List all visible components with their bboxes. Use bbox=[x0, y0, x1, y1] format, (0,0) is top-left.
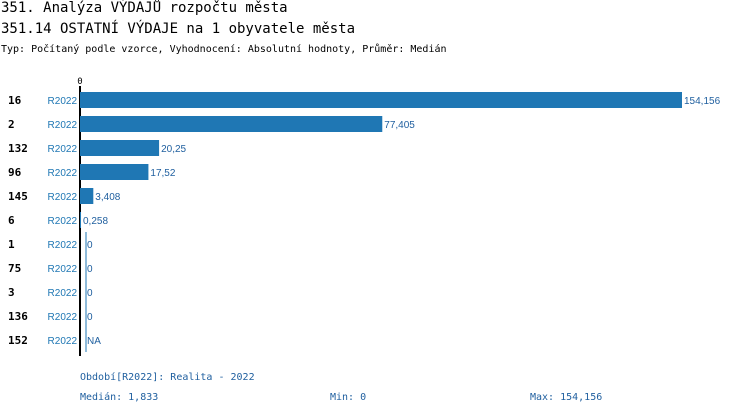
data-label: 17,52 bbox=[150, 168, 175, 179]
category-label: 1 bbox=[8, 238, 15, 251]
bar bbox=[80, 188, 94, 204]
data-label: 0 bbox=[87, 288, 93, 299]
category-label: 16 bbox=[8, 94, 22, 107]
bar bbox=[80, 140, 160, 156]
footer-period: Období[R2022]: Realita - 2022 bbox=[80, 372, 255, 383]
period-label: R2022 bbox=[48, 120, 78, 131]
period-label: R2022 bbox=[48, 240, 78, 251]
bar bbox=[80, 92, 682, 108]
period-label: R2022 bbox=[48, 168, 78, 179]
footer-min: Min: 0 bbox=[330, 392, 367, 403]
period-label: R2022 bbox=[48, 264, 78, 275]
period-label: R2022 bbox=[48, 96, 78, 107]
category-label: 152 bbox=[8, 334, 28, 347]
period-label: R2022 bbox=[48, 216, 78, 227]
category-label: 3 bbox=[8, 286, 15, 299]
data-label: 0 bbox=[87, 264, 93, 275]
data-label: 154,156 bbox=[684, 96, 721, 107]
period-label: R2022 bbox=[48, 312, 78, 323]
period-label: R2022 bbox=[48, 336, 78, 347]
footer-median: Medián: 1,833 bbox=[80, 392, 159, 403]
type-description: Typ: Počítaný podle vzorce, Vyhodnocení:… bbox=[1, 44, 447, 55]
category-label: 145 bbox=[8, 190, 28, 203]
category-label: 132 bbox=[8, 142, 28, 155]
footer-max: Max: 154,156 bbox=[530, 392, 603, 403]
period-label: R2022 bbox=[48, 144, 78, 155]
category-label: 6 bbox=[8, 214, 15, 227]
data-label: 3,408 bbox=[95, 192, 120, 203]
chart-subtitle: 351.14 OSTATNÍ VÝDAJE na 1 obyvatele měs… bbox=[1, 21, 356, 37]
bar bbox=[80, 116, 383, 132]
data-label: 0 bbox=[87, 312, 93, 323]
category-label: 75 bbox=[8, 262, 21, 275]
data-label: 20,25 bbox=[161, 144, 186, 155]
period-label: R2022 bbox=[48, 288, 78, 299]
data-label: 0 bbox=[87, 240, 93, 251]
page-title: 351. Analýza VÝDAJŮ rozpočtu města bbox=[1, 0, 288, 16]
category-label: 96 bbox=[8, 166, 22, 179]
data-label: 77,405 bbox=[384, 120, 415, 131]
x-axis-zero-label: 0 bbox=[77, 77, 82, 87]
data-label: NA bbox=[87, 336, 101, 347]
category-label: 136 bbox=[8, 310, 28, 323]
bar bbox=[80, 212, 82, 228]
period-label: R2022 bbox=[48, 192, 78, 203]
data-label: 0,258 bbox=[83, 216, 108, 227]
category-label: 2 bbox=[8, 118, 15, 131]
bar bbox=[80, 164, 149, 180]
